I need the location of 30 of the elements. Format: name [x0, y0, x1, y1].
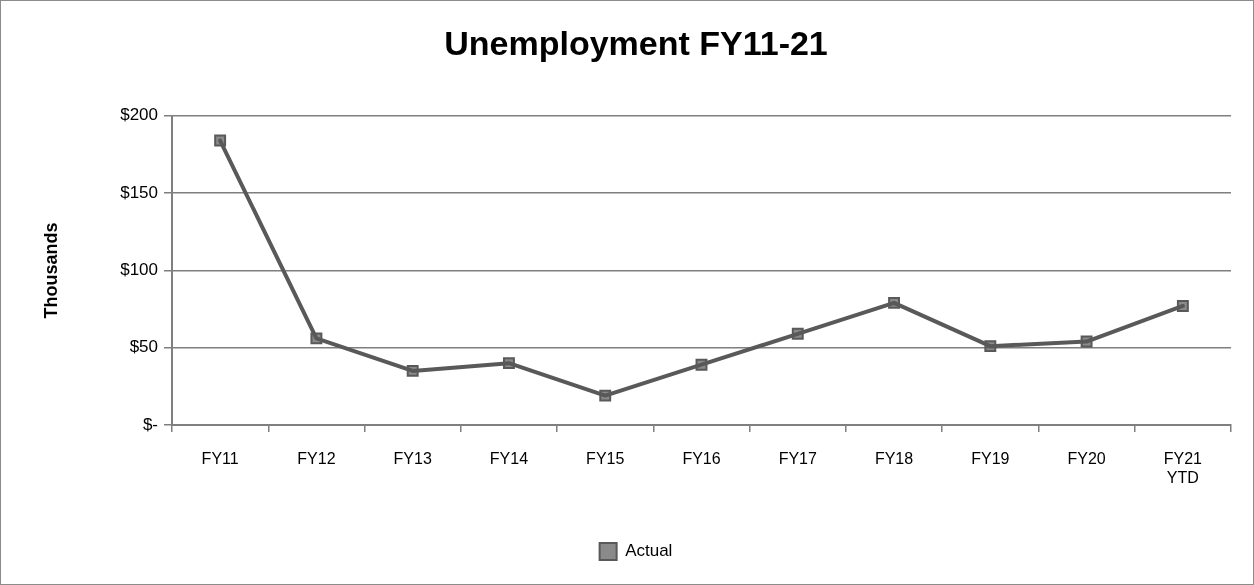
x-tick-label: FY15 [586, 450, 625, 468]
y-tick-label: $50 [129, 337, 158, 357]
point [1176, 300, 1189, 312]
point [310, 332, 323, 345]
x-tick-label: FY18 [874, 450, 914, 468]
x-tick-label: FY21 YTD [1163, 450, 1203, 487]
point [503, 357, 515, 370]
point [599, 389, 612, 402]
x-tick-label: FY11 [201, 450, 239, 468]
point [984, 340, 997, 353]
x-tick-label: FY20 [1067, 450, 1106, 468]
point [791, 327, 804, 340]
point [888, 296, 900, 309]
x-tick-label: FY14 [489, 450, 529, 468]
y-axis-title: Thousands [40, 222, 61, 319]
y-tick-label: $100 [120, 260, 158, 280]
legend-label: Actual [625, 541, 673, 561]
x-tick-label: FY13 [393, 450, 432, 468]
x-tick-label: FY19 [971, 450, 1010, 468]
x-tick-label: FY16 [682, 450, 721, 468]
point [214, 134, 227, 147]
y-tick-label: $200 [120, 105, 158, 125]
x-tick-label: FY12 [297, 450, 336, 468]
point [406, 364, 419, 377]
y-tick-label: $- [142, 414, 158, 434]
point [1080, 335, 1093, 348]
point [695, 358, 708, 371]
x-tick-label: FY17 [778, 450, 817, 468]
y-tick-label: $150 [120, 182, 158, 202]
chart-title: Unemployment FY11-21 [444, 23, 828, 62]
